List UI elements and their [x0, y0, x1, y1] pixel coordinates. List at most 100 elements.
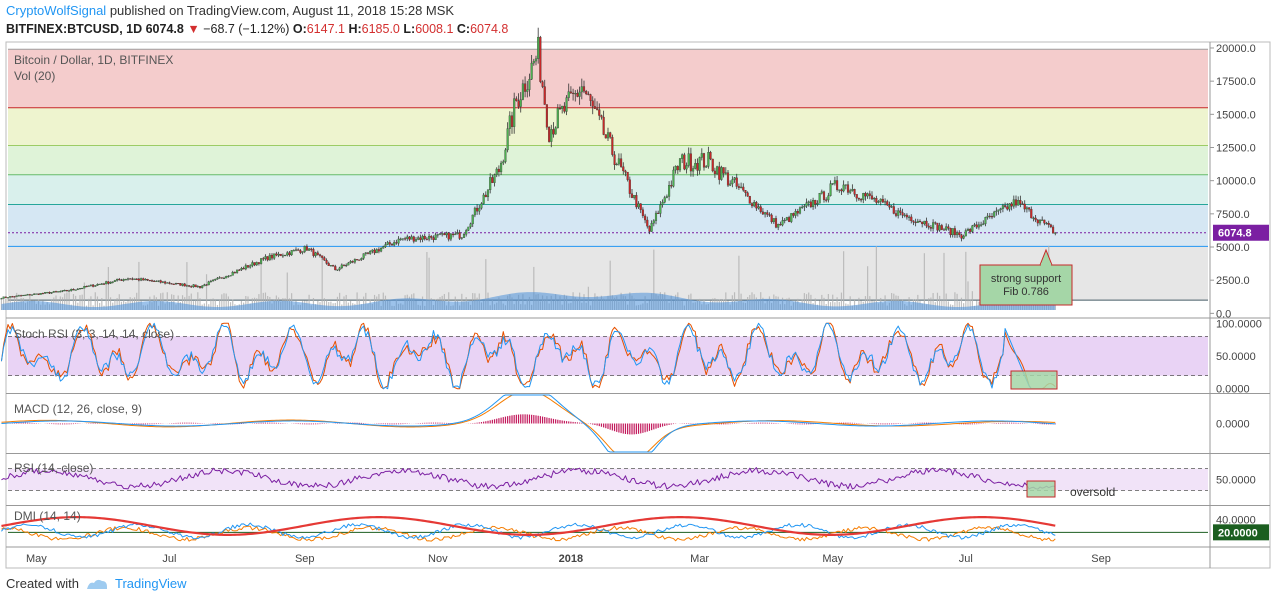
candle-body — [506, 128, 509, 151]
candle-body — [724, 172, 727, 174]
time-tick-label: Mar — [690, 553, 709, 565]
candle-body — [726, 172, 730, 186]
candle-body — [973, 224, 976, 226]
candle-body — [146, 279, 149, 281]
candle-body — [949, 228, 952, 236]
candle-body — [89, 284, 92, 286]
axes: 20000.0 17500.0 15000.0 12500.0 10000.0 7500.… — [26, 43, 1269, 565]
candle-body — [716, 166, 719, 175]
candle-body — [414, 239, 418, 242]
author-link[interactable]: CryptoWolfSignal — [6, 3, 107, 18]
candle-body — [334, 266, 337, 271]
candle-body — [905, 214, 908, 218]
candle-body — [310, 248, 313, 250]
candle-body — [22, 294, 25, 297]
candle-body — [670, 185, 673, 187]
candle-body — [65, 290, 68, 292]
candle-body — [476, 207, 479, 212]
candle-body — [294, 249, 298, 251]
open-value: 6147.1 — [306, 22, 345, 36]
candle-body — [1047, 222, 1050, 225]
candle-body — [600, 115, 603, 118]
candle-body — [297, 249, 300, 251]
candle-body — [591, 100, 594, 107]
candle-body — [657, 212, 660, 214]
candle-body — [770, 214, 773, 223]
candle-body — [855, 194, 858, 199]
candle-body — [975, 224, 978, 228]
candle-body — [214, 278, 217, 281]
candle-body — [990, 216, 994, 218]
candle-body — [24, 294, 27, 296]
candle-body — [460, 237, 463, 239]
candle-body — [251, 262, 254, 266]
candle-body — [901, 212, 904, 216]
candle-body — [622, 166, 625, 172]
candle-body — [877, 201, 880, 203]
candle-body — [266, 256, 269, 261]
candle-body — [554, 127, 557, 135]
candle-body — [242, 268, 245, 270]
tradingview-logo-icon — [86, 579, 107, 589]
candle-body — [137, 278, 140, 281]
candle-body — [910, 216, 913, 222]
candle-body — [449, 233, 452, 240]
price-tick-label: 12500.0 — [1216, 142, 1256, 154]
candle-body — [314, 252, 317, 256]
candle-body — [188, 285, 191, 287]
candle-body — [587, 93, 590, 95]
candle-body — [777, 224, 780, 228]
candle-body — [290, 250, 293, 256]
candle-body — [807, 201, 810, 203]
candle-body — [129, 278, 132, 280]
candle-body — [142, 278, 145, 281]
candle-body — [1030, 209, 1033, 219]
candle-body — [308, 248, 311, 251]
fib-bands — [8, 48, 1208, 301]
candle-body — [369, 251, 372, 254]
dmi-label: DMI (14, 14) — [14, 509, 81, 523]
dmi-tick-label: 40.0000 — [1216, 515, 1256, 527]
last-price-badge — [1213, 224, 1269, 241]
time-tick-label: Sep — [295, 553, 315, 565]
candle-body — [746, 192, 749, 197]
candle-body — [964, 230, 967, 237]
low-label: L: — [403, 22, 416, 36]
candle-body — [327, 263, 330, 266]
candle-body — [118, 279, 121, 281]
candle-body — [220, 277, 223, 279]
candle-body — [940, 225, 943, 230]
candle-body — [681, 154, 684, 159]
candle-body — [914, 221, 917, 224]
candle-body — [894, 213, 898, 216]
time-tick-label: Jul — [959, 553, 973, 565]
candle-body — [438, 233, 442, 235]
candle-body — [375, 249, 378, 254]
candle-body — [100, 283, 103, 285]
candle-body — [404, 238, 407, 240]
candle-body — [61, 290, 64, 292]
candle-body — [236, 269, 239, 273]
candle-body — [790, 213, 793, 222]
candle-body — [846, 184, 850, 193]
candle-body — [452, 233, 455, 236]
time-tick-label: Nov — [428, 553, 448, 565]
candle-body — [161, 281, 164, 283]
candle-body — [4, 296, 7, 298]
candle-body — [534, 58, 538, 62]
candle-body — [578, 91, 581, 97]
candle-body — [742, 186, 745, 191]
tradingview-link[interactable]: TradingView — [114, 576, 187, 591]
candle-body — [397, 238, 400, 244]
candle-body — [868, 193, 871, 196]
candle-body — [929, 227, 932, 229]
candle-body — [916, 220, 919, 223]
fib-band — [8, 145, 1208, 175]
candle-body — [785, 217, 788, 221]
candle-body — [947, 226, 950, 229]
candle-body — [144, 279, 147, 281]
candle-body — [148, 279, 151, 282]
candle-body — [401, 238, 404, 240]
fib-band — [8, 174, 1208, 205]
